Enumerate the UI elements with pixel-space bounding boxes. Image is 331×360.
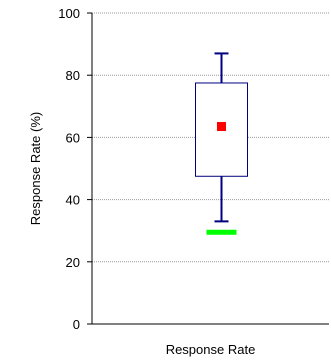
y-tick-label: 80 xyxy=(66,68,80,83)
box-plot-marks xyxy=(195,52,248,235)
y-tick-label: 60 xyxy=(66,130,80,145)
low-marker xyxy=(206,229,237,235)
y-axis-ticks: 0 20 40 60 80 100 xyxy=(58,6,92,332)
x-axis-label: Response Rate xyxy=(166,342,256,357)
y-axis-label: Response Rate (%) xyxy=(28,112,43,225)
mean-marker xyxy=(217,122,226,132)
y-tick-label: 40 xyxy=(66,193,80,208)
y-tick-label: 0 xyxy=(73,317,80,332)
y-tick-label: 100 xyxy=(58,6,80,21)
y-tick-label: 20 xyxy=(66,255,80,270)
